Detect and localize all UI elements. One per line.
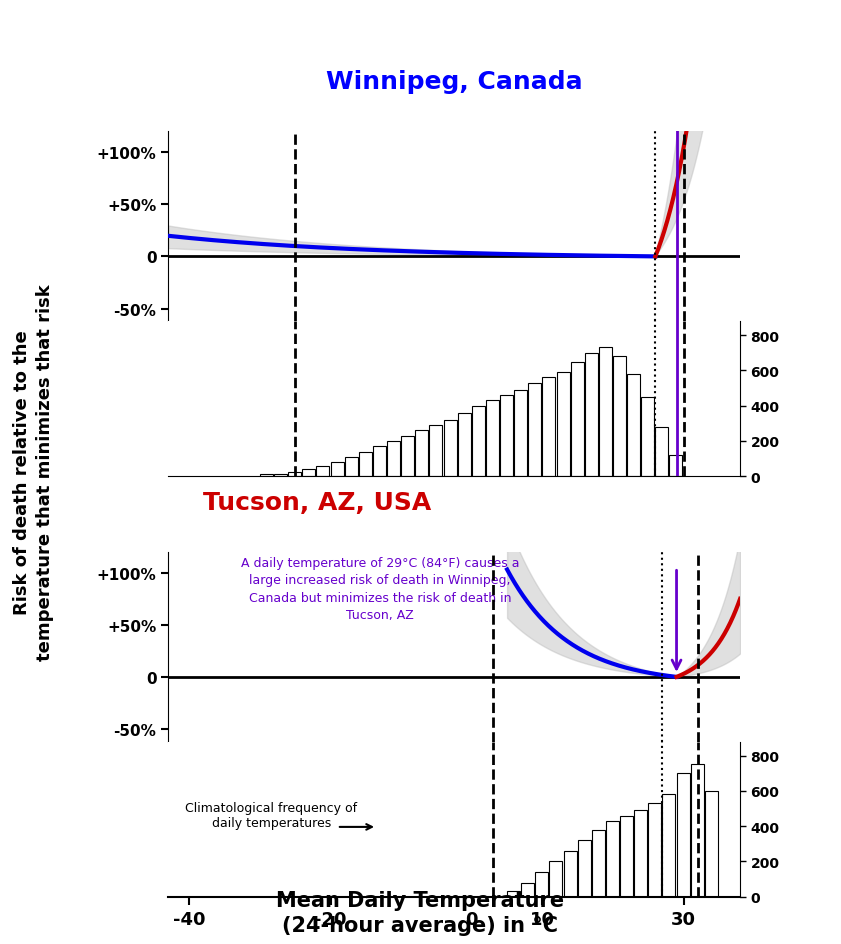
Bar: [486, 401, 499, 477]
Bar: [620, 816, 633, 897]
Bar: [599, 348, 612, 477]
Bar: [592, 830, 605, 897]
Bar: [514, 391, 527, 477]
Bar: [521, 883, 534, 897]
Bar: [542, 378, 555, 477]
Bar: [288, 472, 301, 477]
Bar: [690, 765, 704, 897]
Bar: [571, 362, 584, 477]
Bar: [584, 353, 598, 477]
Bar: [578, 840, 590, 897]
Bar: [663, 795, 675, 897]
Bar: [634, 811, 648, 897]
Text: A daily temperature of 29°C (84°F) causes a
large increased risk of death in Win: A daily temperature of 29°C (84°F) cause…: [241, 556, 519, 621]
Bar: [549, 862, 563, 897]
Bar: [443, 420, 457, 477]
Bar: [536, 872, 548, 897]
Bar: [563, 851, 577, 897]
Bar: [655, 428, 669, 477]
Bar: [458, 413, 471, 477]
Bar: [648, 803, 661, 897]
Text: Climatological frequency of
daily temperatures: Climatological frequency of daily temper…: [185, 801, 357, 829]
Bar: [359, 452, 372, 477]
Bar: [557, 373, 569, 477]
Bar: [705, 791, 717, 897]
Bar: [331, 463, 344, 477]
Bar: [303, 470, 315, 477]
Text: Mean Daily Temperature
(24-hour average) in °C: Mean Daily Temperature (24-hour average)…: [277, 890, 564, 935]
Bar: [260, 475, 273, 477]
Text: Winnipeg, Canada: Winnipeg, Canada: [325, 70, 583, 94]
Text: Risk of death relative to the
temperature that minimizes that risk: Risk of death relative to the temperatur…: [13, 284, 55, 660]
Bar: [472, 406, 484, 477]
Bar: [528, 383, 542, 477]
Bar: [316, 466, 330, 477]
Bar: [430, 426, 442, 477]
Bar: [415, 430, 428, 477]
Bar: [641, 397, 654, 477]
Bar: [345, 457, 357, 477]
Bar: [627, 375, 640, 477]
Bar: [507, 891, 520, 897]
Bar: [676, 773, 690, 897]
Bar: [606, 821, 619, 897]
Bar: [401, 436, 414, 477]
Bar: [373, 447, 386, 477]
Text: Tucson, AZ, USA: Tucson, AZ, USA: [203, 490, 431, 514]
Bar: [387, 442, 400, 477]
Bar: [500, 396, 513, 477]
Bar: [274, 474, 287, 477]
Bar: [613, 357, 626, 477]
Bar: [669, 456, 682, 477]
